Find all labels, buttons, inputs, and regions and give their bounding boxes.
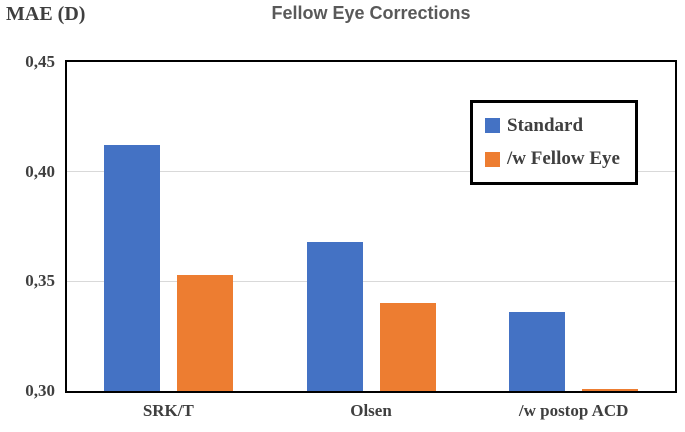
chart-title: Fellow Eye Corrections <box>271 3 471 23</box>
bar-standard-olsen <box>306 241 363 391</box>
legend-swatch-fellow-eye <box>485 151 500 167</box>
y-tick-0-35: 0,35 <box>25 271 55 291</box>
category-label-olsen: Olsen <box>350 401 392 420</box>
gridline-0-40 <box>67 171 675 173</box>
y-tick-0-40: 0,40 <box>25 161 55 181</box>
bar-standard-srk-t <box>103 145 160 391</box>
legend: Standard /w Fellow Eye <box>470 100 638 185</box>
y-tick-0-30: 0,30 <box>25 381 55 400</box>
legend-label-standard: Standard <box>507 114 584 136</box>
bar-standard-w-postop-acd <box>509 312 566 391</box>
y-tick-0-45: 0,45 <box>25 52 55 71</box>
plot-inner <box>67 62 675 391</box>
bar-w-fellow-eye-w-postop-acd <box>582 388 639 391</box>
category-label-srk-t: SRK/T <box>142 401 194 420</box>
legend-item-standard: Standard <box>485 115 635 137</box>
bar-w-fellow-eye-olsen <box>379 303 436 391</box>
bar-w-fellow-eye-srk-t <box>176 274 233 391</box>
legend-label-fellow-eye: /w Fellow Eye <box>507 148 620 170</box>
gridline-0-35 <box>67 280 675 282</box>
y-axis-title: MAE (D) <box>6 3 86 25</box>
legend-item-fellow-eye: /w Fellow Eye <box>485 148 635 170</box>
category-label-w-postop-acd: /w postop ACD <box>518 401 629 420</box>
legend-swatch-standard <box>485 118 500 134</box>
plot-area <box>65 60 677 393</box>
